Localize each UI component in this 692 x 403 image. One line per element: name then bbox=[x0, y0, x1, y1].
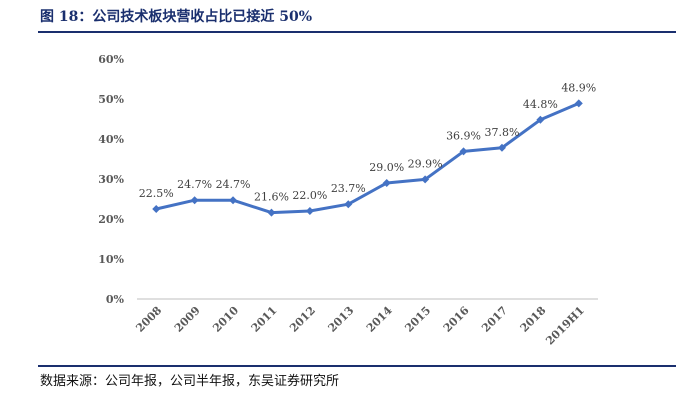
y-tick-label: 0% bbox=[106, 293, 125, 306]
data-label: 36.9% bbox=[446, 129, 481, 142]
x-tick-label: 2011 bbox=[249, 304, 280, 335]
data-point bbox=[344, 200, 353, 209]
y-tick-label: 20% bbox=[98, 213, 124, 226]
series-line bbox=[155, 102, 580, 215]
data-label: 24.7% bbox=[177, 178, 212, 191]
data-label: 44.8% bbox=[523, 98, 558, 111]
x-tick-label: 2012 bbox=[287, 304, 318, 335]
data-label: 23.7% bbox=[331, 182, 366, 195]
y-tick-label: 40% bbox=[98, 133, 124, 146]
data-point bbox=[459, 147, 468, 156]
data-point bbox=[497, 143, 506, 152]
data-label: 48.9% bbox=[561, 81, 596, 94]
data-point bbox=[190, 196, 199, 205]
data-point bbox=[267, 208, 276, 217]
y-tick-label: 30% bbox=[98, 173, 124, 186]
y-tick-label: 50% bbox=[98, 93, 124, 106]
data-label: 21.6% bbox=[254, 191, 289, 204]
data-label: 29.0% bbox=[369, 161, 404, 174]
x-tick-label: 2013 bbox=[326, 304, 357, 335]
data-point bbox=[536, 115, 545, 124]
line-chart: 0% 10% 20% 30% 40% 50% 60% 2008 2009 2010 2011 2012… bbox=[98, 53, 598, 348]
x-tick-label: 2008 bbox=[133, 304, 164, 335]
data-label: 24.7% bbox=[216, 178, 251, 191]
x-tick-label: 2015 bbox=[402, 304, 433, 335]
data-point bbox=[574, 99, 583, 108]
source-divider bbox=[38, 365, 676, 367]
x-tick-label: 2014 bbox=[364, 304, 395, 335]
x-tick-label: 2016 bbox=[441, 304, 472, 335]
data-point bbox=[382, 179, 391, 187]
y-tick-label: 10% bbox=[98, 253, 124, 266]
x-tick-label: 2009 bbox=[172, 304, 203, 335]
data-point bbox=[229, 196, 238, 205]
x-tick-label: 2019H1 bbox=[543, 304, 587, 348]
data-point bbox=[305, 207, 314, 215]
x-tick-label: 2017 bbox=[479, 304, 510, 335]
source-note: 数据来源：公司年报，公司半年报，东吴证券研究所 bbox=[40, 374, 340, 389]
x-tick-label: 2010 bbox=[210, 304, 241, 335]
data-label: 29.9% bbox=[408, 157, 443, 170]
x-tick-label: 2018 bbox=[518, 304, 549, 335]
data-label: 22.0% bbox=[292, 189, 327, 202]
y-tick-label: 60% bbox=[98, 53, 124, 66]
data-label: 22.5% bbox=[139, 187, 174, 200]
title-divider bbox=[38, 31, 676, 33]
chart-area: 0% 10% 20% 30% 40% 50% 60% 2008 2009 2010 2011 2012… bbox=[0, 34, 692, 364]
data-label: 37.8% bbox=[484, 126, 519, 139]
data-point bbox=[152, 205, 161, 213]
figure-title: 图 18：公司技术板块营收占比已接近 50% bbox=[40, 9, 313, 25]
data-point bbox=[421, 175, 430, 184]
